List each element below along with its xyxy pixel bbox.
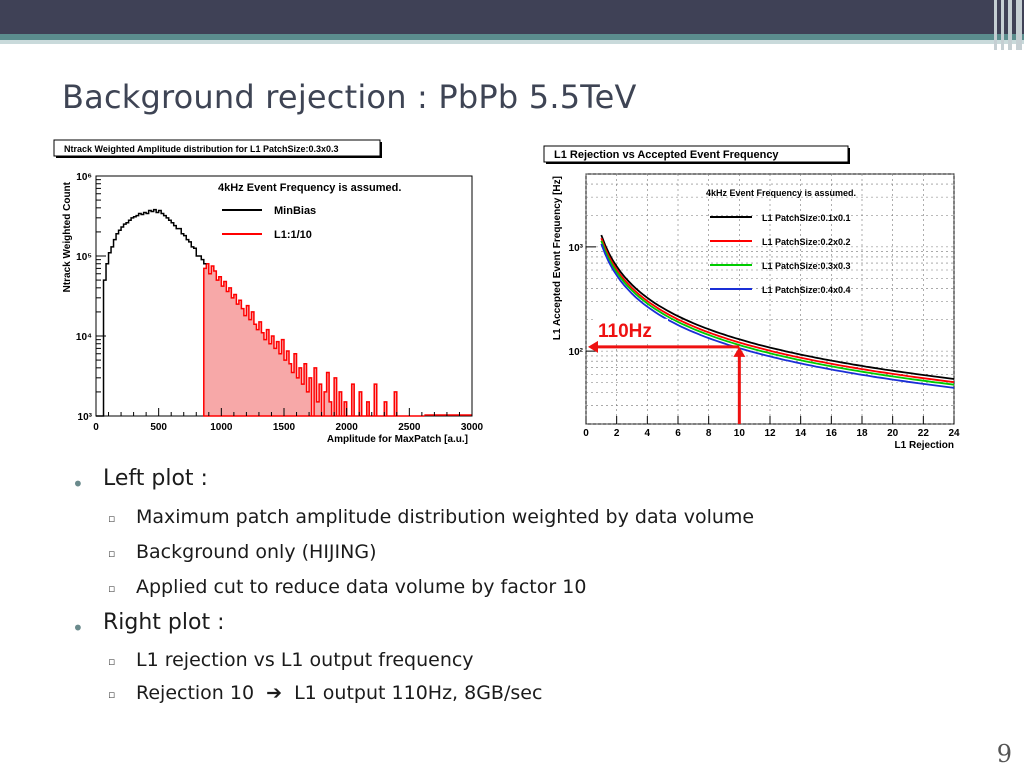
accent-stripe-light [0, 40, 1024, 44]
x-tick-label: 18 [856, 428, 868, 439]
chart-title: Ntrack Weighted Amplitude distribution f… [64, 144, 339, 154]
x-tick-label: 2 [614, 428, 620, 439]
y-tick-label: 10² [569, 347, 584, 358]
x-tick-label: 1000 [210, 422, 233, 433]
legend-label: L1 PatchSize:0.2x0.2 [762, 237, 851, 247]
series-line [600, 234, 955, 380]
y-tick-label: 10⁴ [76, 332, 92, 343]
marker-label-bg [594, 318, 668, 341]
x-tick-label: 16 [826, 428, 838, 439]
x-axis-label: Amplitude for MaxPatch [a.u.] [327, 434, 468, 445]
y-tick-label: 10⁶ [76, 172, 92, 183]
x-tick-label: 4 [645, 428, 651, 439]
x-tick-label: 8 [706, 428, 712, 439]
y-tick-label: 10⁵ [76, 252, 92, 263]
x-tick-label: 10 [734, 428, 746, 439]
arrow-up-icon [733, 346, 746, 357]
legend-label: L1 PatchSize:0.3x0.3 [762, 261, 851, 271]
y-tick-label: 10³ [78, 412, 93, 423]
x-tick-label: 14 [795, 428, 807, 439]
x-tick-label: 20 [887, 428, 899, 439]
legend-label: L1:1/10 [274, 229, 312, 241]
marker-label: 110Hz [598, 321, 652, 342]
x-tick-label: 24 [948, 428, 960, 439]
arrow-left-icon [588, 340, 598, 353]
x-tick-label: 12 [764, 428, 776, 439]
x-tick-label: 3000 [461, 422, 484, 433]
legend-label: L1 PatchSize:0.4x0.4 [762, 285, 851, 295]
y-tick-label: 10³ [569, 243, 584, 254]
legend-label: L1 PatchSize:0.1x0.1 [762, 213, 851, 223]
y-axis-label: L1 Accepted Event Frequency [Hz] [552, 176, 563, 340]
arrow-right-icon: ➔ [266, 682, 283, 704]
series-minbias-line [96, 208, 207, 417]
x-tick-label: 0 [93, 422, 99, 433]
slide-title: Background rejection : PbPb 5.5TeV [62, 78, 637, 116]
x-tick-label: 2500 [398, 422, 421, 433]
x-tick-label: 22 [918, 428, 930, 439]
x-tick-label: 500 [150, 422, 167, 433]
x-tick-label: 6 [675, 428, 681, 439]
rejection-group: L1 Rejection vs Accepted Event Frequency… [543, 145, 960, 451]
x-tick-label: 0 [583, 428, 589, 439]
bullet-dot: • [72, 472, 84, 496]
rejection-frequency-chart: L1 Rejection vs Accepted Event Frequency… [543, 145, 960, 451]
series-line [600, 237, 955, 383]
series-line [600, 243, 955, 389]
chart-annotation: 4kHz Event Frequency is assumed. [706, 188, 856, 198]
x-axis-label: L1 Rejection [895, 440, 954, 451]
legend-label: MinBias [274, 205, 316, 217]
page-number: 9 [996, 740, 1012, 768]
x-tick-label: 2000 [336, 422, 359, 433]
amplitude-histogram-chart: Ntrack Weighted Amplitude distribution f… [53, 139, 484, 445]
y-axis-label: Ntrack Weighted Count [62, 181, 73, 292]
x-tick-label: 1500 [273, 422, 296, 433]
histogram-group: Ntrack Weighted Amplitude distribution f… [53, 139, 484, 445]
top-banner [0, 0, 1024, 34]
series-l1-area [203, 263, 425, 417]
decorative-stripes [992, 0, 1024, 50]
chart-annotation: 4kHz Event Frequency is assumed. [218, 182, 401, 194]
accent-stripe [0, 34, 1024, 40]
bullet-dot: • [72, 616, 84, 640]
chart-title: L1 Rejection vs Accepted Event Frequency [554, 149, 779, 161]
series-line [600, 240, 955, 386]
